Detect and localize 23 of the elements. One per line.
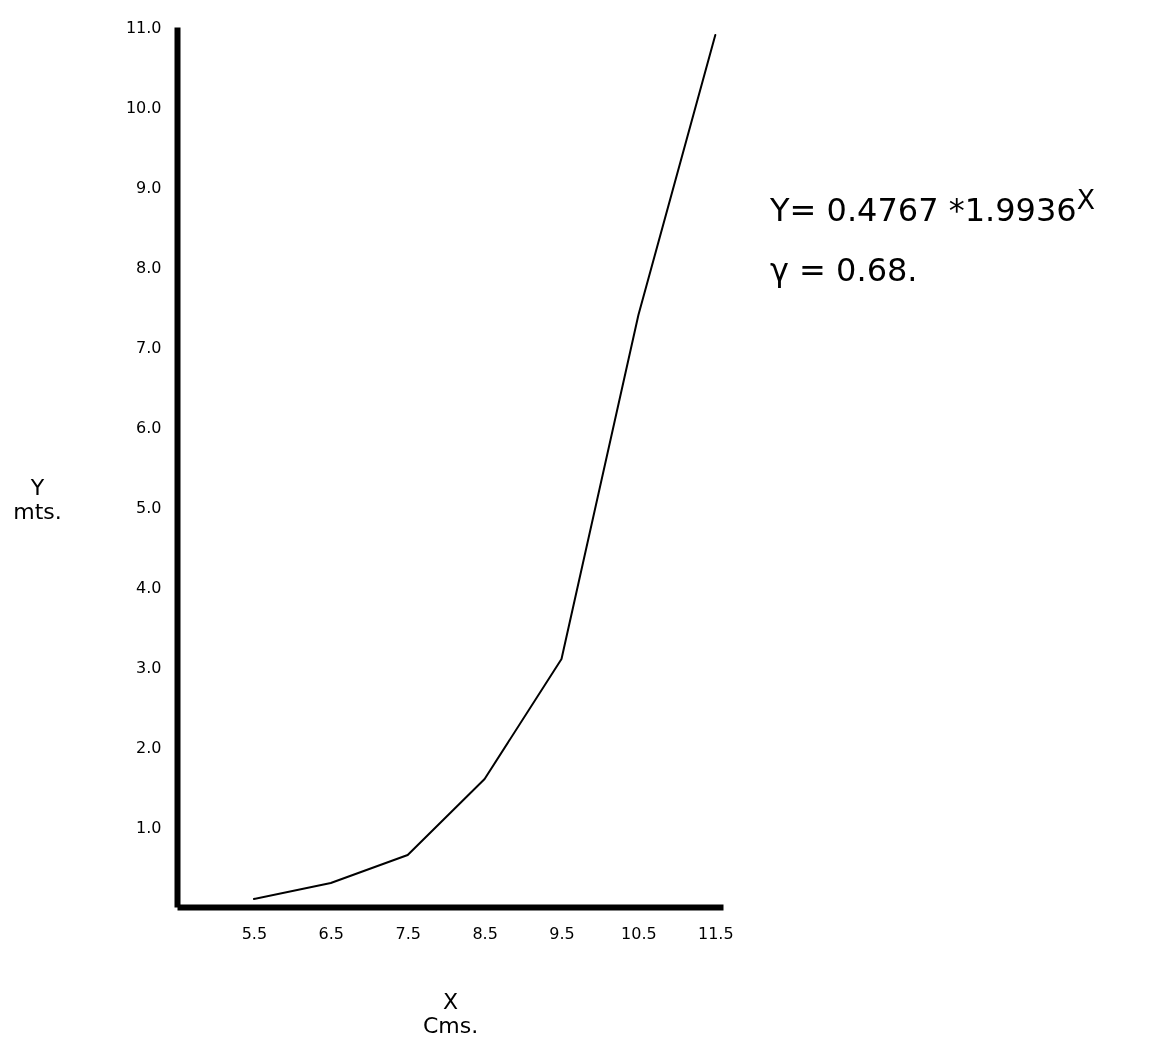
line-series xyxy=(252,34,717,900)
y-axis-title: Y mts. xyxy=(13,474,62,524)
y-tick-label: 3.0 xyxy=(136,657,162,677)
y-tick-label: 9.0 xyxy=(136,177,162,197)
x-tick-label: 6.5 xyxy=(318,923,345,943)
y-tick-label: 2.0 xyxy=(136,737,162,757)
text: Y= 0.4767 *1.9936$^{X}$ xyxy=(770,183,1095,231)
y-tick-label: 11.0 xyxy=(125,17,162,37)
y-tick-label: 4.0 xyxy=(136,577,162,597)
y-tick-label: 7.0 xyxy=(136,337,162,357)
x-tick-label: 9.5 xyxy=(549,923,575,943)
y-tick-label: 5.0 xyxy=(136,497,162,517)
x-tick-label: 10.5 xyxy=(621,923,657,943)
x-tick-label: 7.5 xyxy=(395,923,421,943)
x-axis-title: X Cms. xyxy=(422,988,479,1038)
y-tick-label: 8.0 xyxy=(136,257,162,277)
x-tick-label: 8.5 xyxy=(472,923,498,943)
text: γ = 0.68. xyxy=(770,249,919,291)
y-tick-label: 10.0 xyxy=(125,97,162,117)
x-tick-label: 11.5 xyxy=(698,923,734,943)
x-tick-label: 5.5 xyxy=(241,923,268,943)
y-tick-label: 6.0 xyxy=(136,417,162,437)
y-tick-label: 1.0 xyxy=(136,817,162,837)
